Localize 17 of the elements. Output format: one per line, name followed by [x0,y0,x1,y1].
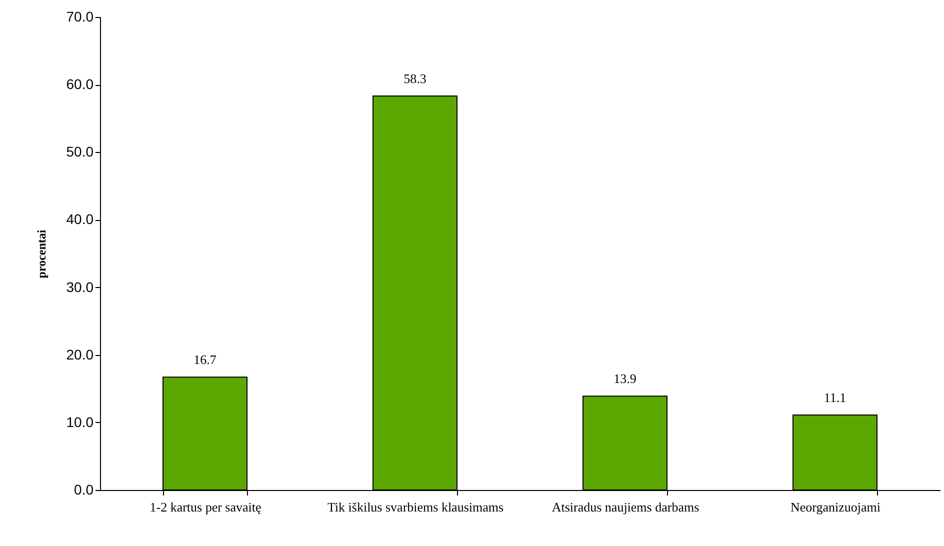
data-label: 11.1 [824,390,846,405]
data-label: 13.9 [614,371,636,386]
x-tick-label: Tik iškilus svarbiems klausimams [327,500,504,514]
y-tick-label: 0.0 [74,482,94,498]
data-label: 16.7 [194,352,217,368]
y-tick-label: 20.0 [66,346,94,362]
y-tick-label: 70.0 [66,8,94,24]
y-tick-label: 60.0 [66,76,94,92]
x-tick-label: 1-2 kartus per savaitę [150,500,262,514]
data-label: 58.3 [404,71,426,86]
y-tick-label: 50.0 [66,144,94,160]
y-axis-title: procentai [34,229,48,278]
y-tick-label: 10.0 [66,414,94,430]
y-tick-label: 30.0 [66,278,94,295]
x-tick-label: Atsiradus naujiems darbams [552,500,700,514]
x-tick-label: Neorganizuojami [790,500,881,514]
y-tick-label: 40.0 [66,211,94,228]
